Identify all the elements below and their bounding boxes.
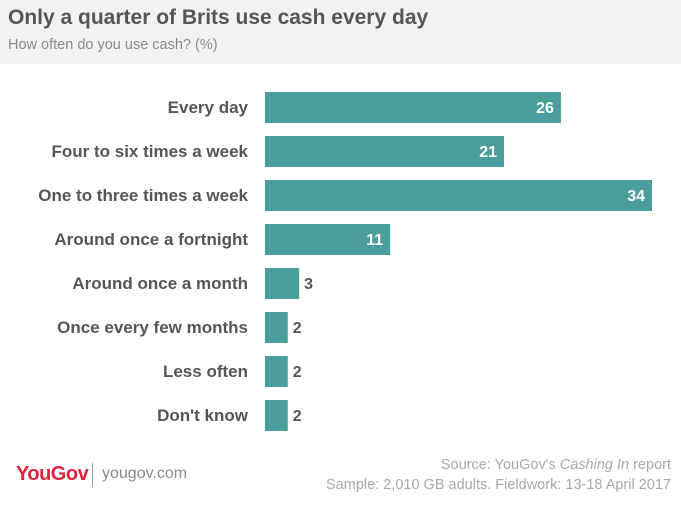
bar-chart: Every day 26 Four to six times a week 21 One… [38,92,652,431]
logo-divider [92,463,93,487]
value-label-every-day: 26 [536,100,554,117]
value-label-around-once-a-fortnight: 11 [366,232,383,249]
yougov-logo: YouGov [16,463,89,485]
bar-once-every-few-months [265,312,288,343]
chart-subtitle: How often do you use cash? (%) [8,37,218,53]
source-suffix: report [629,457,671,473]
bar-around-once-a-month [265,268,300,299]
category-label-four-to-six-times-a-week: Four to six times a week [51,142,248,161]
site-url: yougov.com [102,465,188,482]
chart-title: Only a quarter of Brits use cash every d… [8,6,429,29]
sample-note: Sample: 2,010 GB adults. Fieldwork: 13-1… [326,477,671,493]
value-label-don-t-know: 2 [293,408,302,425]
category-label-don-t-know: Don't know [157,406,249,425]
bar-one-to-three-times-a-week [265,180,652,211]
bar-four-to-six-times-a-week [265,136,505,167]
bar-around-once-a-fortnight [265,224,391,255]
category-label-once-every-few-months: Once every few months [57,318,248,337]
value-label-less-often: 2 [293,364,302,381]
value-label-four-to-six-times-a-week: 21 [479,144,497,161]
source-prefix: Source: YouGov's [440,457,560,473]
source-report-title: Cashing In [559,457,630,473]
value-label-once-every-few-months: 2 [293,320,302,337]
source-note: Source: YouGov's Cashing In report [441,457,671,473]
value-label-one-to-three-times-a-week: 34 [627,188,645,205]
value-label-around-once-a-month: 3 [304,276,313,293]
category-label-one-to-three-times-a-week: One to three times a week [38,186,248,205]
category-label-every-day: Every day [168,98,249,117]
category-label-around-once-a-fortnight: Around once a fortnight [54,230,248,249]
category-label-around-once-a-month: Around once a month [72,274,248,293]
chart-footer: YouGov yougov.com Source: YouGov's Cashi… [0,455,681,517]
category-label-less-often: Less often [163,362,248,381]
bar-less-often [265,356,288,387]
bar-every-day [265,92,561,123]
chart-header: Only a quarter of Brits use cash every d… [0,0,681,64]
bar-don-t-know [265,400,288,431]
